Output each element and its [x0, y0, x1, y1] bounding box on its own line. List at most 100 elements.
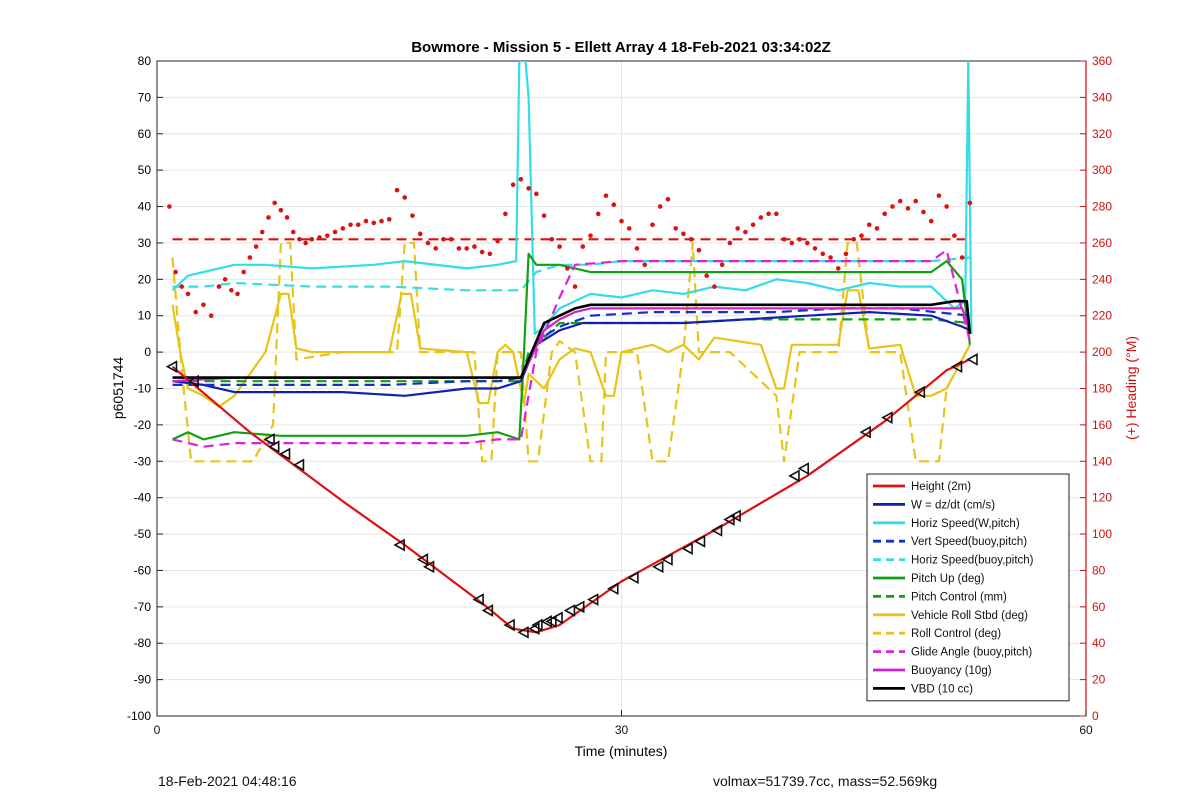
heading-point: [921, 209, 926, 215]
heading-point: [758, 215, 764, 220]
y-right-tick-label: 160: [1092, 418, 1112, 432]
x-tick-label: 0: [154, 723, 161, 737]
legend-label: Vert Speed(buoy,pitch): [911, 536, 1027, 548]
series-w-dz-dt-cm-s: [172, 311, 971, 397]
heading-point: [222, 277, 228, 282]
heading-point: [325, 233, 330, 238]
heading-point: [835, 266, 841, 271]
heading-point: [774, 211, 779, 217]
height-marker: [881, 411, 893, 424]
height-marker: [278, 447, 291, 461]
heading-point: [712, 284, 717, 289]
height-marker: [165, 360, 178, 374]
height-marker: [723, 513, 735, 526]
heading-point: [193, 309, 199, 315]
y-left-tick-label: 40: [138, 200, 152, 214]
legend: Height (2m) W = dz/dt (cm/s) Horiz Speed(W…: [866, 473, 1070, 702]
heading-point: [766, 211, 771, 217]
heading-point: [882, 211, 888, 217]
heading-point: [355, 222, 361, 228]
series-lines: [171, 61, 973, 634]
height-marker: [681, 542, 693, 555]
heading-point: [634, 246, 640, 251]
heading-point: [433, 246, 439, 251]
y-left-tick-label: -100: [127, 709, 151, 723]
height-marker: [788, 469, 800, 483]
y-left-tick-label: 70: [138, 90, 152, 104]
y-left-tick-label: 60: [138, 127, 152, 141]
heading-point: [448, 237, 454, 242]
heading-point: [588, 233, 593, 238]
footer-timestamp: 18-Feb-2021 04:48:16: [158, 773, 297, 789]
y-right-tick-label: 240: [1092, 272, 1112, 286]
y-left-tick-label: -10: [134, 382, 152, 396]
height-marker: [607, 582, 619, 595]
heading-point: [479, 249, 485, 255]
heading-point: [572, 284, 578, 289]
legend-label: Horiz Speed(buoy,pitch): [911, 555, 1034, 567]
heading-point: [541, 213, 547, 218]
heading-point: [464, 246, 469, 251]
height-marker: [627, 571, 639, 585]
y-left-tick-label: -50: [134, 527, 152, 541]
y-right-tick-label: 200: [1092, 345, 1112, 359]
heading-point: [394, 187, 400, 193]
heading-point: [905, 206, 911, 211]
heading-point: [259, 229, 265, 235]
heading-point: [611, 202, 617, 208]
series-horiz-speed-w-pitch: [171, 61, 973, 335]
legend-label: Pitch Up (deg): [911, 573, 985, 585]
y-left-tick-label: -70: [134, 600, 152, 614]
heading-point: [781, 237, 787, 242]
heading-point: [185, 291, 191, 297]
legend-label: Buoyancy (10g): [911, 665, 992, 677]
series-vehicle-roll-stbd-deg: [171, 289, 971, 408]
heading-point: [503, 211, 508, 217]
x-tick-label: 30: [615, 723, 629, 737]
heading-points: [167, 176, 973, 319]
y-right-tick-label: 20: [1092, 673, 1106, 687]
legend-label: Roll Control (deg): [911, 628, 1001, 640]
y-right-tick-label: 220: [1092, 309, 1112, 323]
y-left-tick-label: 0: [144, 345, 151, 359]
height-marker: [950, 360, 963, 374]
height-marker: [859, 425, 871, 439]
heading-point: [565, 266, 570, 271]
height-marker: [661, 553, 673, 566]
legend-label: W = dz/dt (cm/s): [911, 499, 995, 511]
series-roll-control-deg: [171, 241, 971, 463]
heading-point: [665, 196, 671, 202]
heading-point: [890, 204, 895, 209]
legend-label: VBD (10 cc): [911, 683, 973, 695]
heading-point: [704, 273, 709, 278]
y-right-tick-label: 120: [1092, 491, 1112, 505]
heading-point: [952, 233, 957, 238]
heading-point: [696, 247, 702, 253]
heading-point: [626, 226, 632, 231]
height-marker: [422, 560, 435, 574]
heading-point: [417, 231, 423, 237]
y-left-tick-label: 10: [138, 309, 152, 323]
heading-point: [229, 287, 234, 293]
legend-label: Vehicle Roll Stbd (deg): [911, 610, 1028, 622]
heading-point: [959, 255, 965, 260]
y-left-tick-label: 20: [138, 272, 152, 286]
height-marker: [472, 593, 484, 606]
height-marker: [652, 560, 664, 574]
height-marker: [517, 625, 529, 639]
heading-point: [487, 251, 493, 257]
y-left-tick-label: -80: [134, 636, 152, 650]
height-marker: [913, 385, 926, 399]
y-axis-label-right: (+) Heading (°M): [1123, 336, 1139, 440]
heading-point: [340, 226, 346, 231]
height-marker: [551, 611, 563, 625]
heading-point: [657, 204, 663, 209]
height-marker: [573, 600, 585, 614]
height-marker: [292, 458, 305, 472]
y-right-tick-label: 320: [1092, 127, 1112, 141]
heading-point: [936, 193, 942, 198]
heading-point: [820, 251, 826, 257]
legend-label: Glide Angle (buoy,pitch): [911, 647, 1032, 659]
heading-point: [789, 240, 795, 246]
